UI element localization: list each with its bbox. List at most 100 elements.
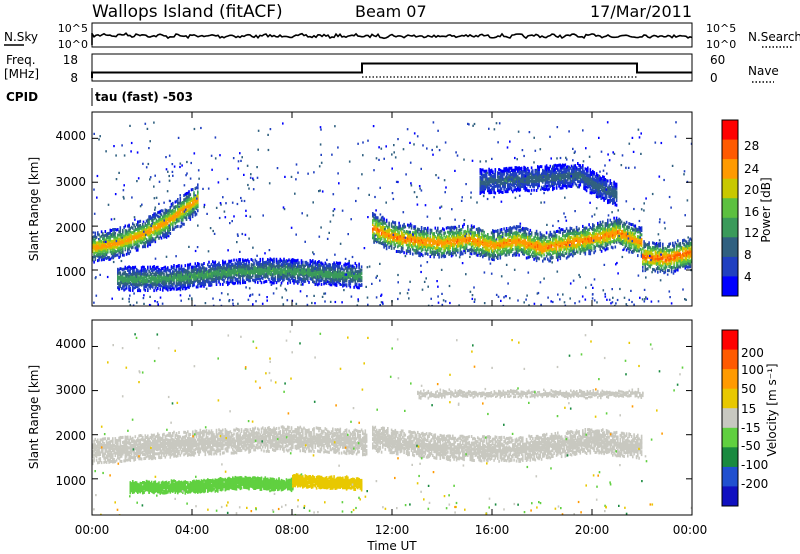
power-cell [533,238,535,242]
power-cell [344,283,347,287]
power-cell [500,241,503,245]
power-cell [630,223,633,227]
power-cell [399,224,402,228]
power-cell [92,237,94,241]
power-cell [425,241,428,245]
power-cell [507,242,509,246]
power-cell [389,241,392,245]
power-cell [272,273,274,277]
power-cell [232,281,234,285]
power-cell [615,240,618,244]
power-cell [450,225,453,229]
power-cell [463,232,465,236]
power-cell [549,239,552,243]
power-cell [243,265,245,269]
power-cell [180,204,183,207]
power-cell [599,241,602,245]
power-cell [418,232,420,236]
power-cell [437,253,439,257]
power-cell [127,224,129,228]
power-cell [325,277,328,280]
power-cell [304,264,307,268]
power-cell [347,269,349,272]
power-cell [332,280,334,284]
power-cell [139,224,142,227]
power-cell [139,278,142,282]
power-cell [275,257,278,261]
power-cell [483,242,485,246]
power-cell [558,238,560,242]
power-cell [142,281,144,285]
power-cell [572,254,574,258]
power-cell [354,283,357,287]
power-cell [172,286,174,290]
power-cell [604,230,607,234]
power-cell [550,232,553,236]
power-cell [197,194,199,198]
power-cell [547,242,549,246]
power-cell [468,248,470,252]
power-cell [345,275,348,278]
power-cell [290,272,293,276]
power-cell [597,228,599,232]
plot-title: Wallops Island (fitACF) [92,2,283,22]
power-cell [104,246,107,250]
power-cell [240,262,243,266]
power-cell [534,231,537,235]
nave-right-tick-bottom: 0 [710,71,718,85]
power-cell [187,265,189,269]
power-cell [159,278,162,282]
power-cell [527,235,529,239]
power-cell [193,191,195,195]
power-cell [140,272,143,275]
power-cell [130,236,133,240]
noise-strip: N.Sky 10^5 10^0 10^5 10^0 N.Search [4,22,800,51]
power-cell [394,221,397,225]
power-cell [214,260,217,264]
power-cell [629,237,632,241]
power-cell [117,241,119,245]
power-cell [600,223,603,227]
power-cell [432,237,434,241]
power-cell [218,261,220,265]
power-cell [473,247,475,250]
power-cell [272,278,274,282]
power-cell [160,284,163,288]
power-cell [455,228,458,232]
power-cell [143,227,145,231]
power-cell [182,222,184,226]
power-cell [388,232,390,235]
power-cell [579,238,582,242]
power-cell [615,238,618,242]
power-cell [229,264,232,268]
power-cell [375,240,378,244]
power-cell [314,260,317,264]
power-cell [315,270,318,274]
power-cell [609,223,612,227]
power-cell [334,268,337,272]
power-cell [138,226,140,230]
power-cell [405,230,408,233]
power-cell [187,205,189,209]
power-cell [110,239,113,243]
power-cell [117,274,119,278]
power-cell [132,282,134,285]
power-cell [624,234,627,238]
power-cell [305,260,308,264]
power-cell [548,243,550,247]
power-cell [334,275,337,279]
power-cell [377,234,379,238]
power-cell [160,224,163,228]
power-cell [568,232,570,236]
power-cell [547,248,549,252]
power-cell [170,215,173,219]
power-cell [427,237,429,240]
power-cell [195,271,198,275]
power-cell [554,247,557,251]
power-cell [357,270,359,274]
power-cell [313,268,315,272]
power-cell [278,259,280,263]
power-cell [294,264,297,268]
power-cell [162,209,164,213]
power-cell [458,241,460,245]
